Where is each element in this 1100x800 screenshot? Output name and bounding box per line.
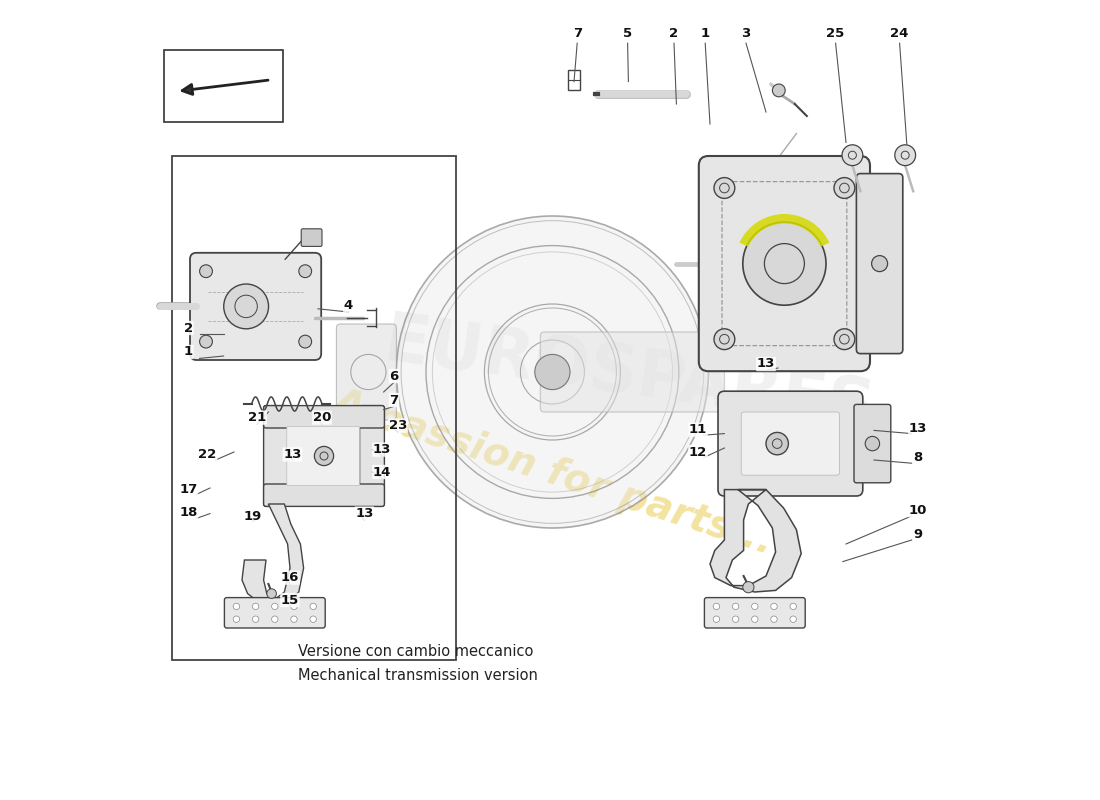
Circle shape xyxy=(790,616,796,622)
Text: 1: 1 xyxy=(701,27,710,40)
Circle shape xyxy=(252,603,258,610)
Text: 13: 13 xyxy=(909,422,927,434)
Text: 6: 6 xyxy=(389,370,398,382)
FancyBboxPatch shape xyxy=(190,253,321,360)
Circle shape xyxy=(733,616,739,622)
Polygon shape xyxy=(242,504,304,602)
Circle shape xyxy=(396,216,708,528)
Text: 21: 21 xyxy=(249,411,266,424)
Circle shape xyxy=(310,603,317,610)
Circle shape xyxy=(714,178,735,198)
Circle shape xyxy=(866,437,880,451)
Text: 18: 18 xyxy=(179,506,198,518)
Circle shape xyxy=(714,329,735,350)
Text: 9: 9 xyxy=(913,528,923,541)
Circle shape xyxy=(834,178,855,198)
Circle shape xyxy=(742,222,826,305)
Bar xyxy=(568,70,581,90)
Circle shape xyxy=(790,603,796,610)
Text: 2: 2 xyxy=(670,27,679,40)
FancyBboxPatch shape xyxy=(704,598,805,628)
Text: 17: 17 xyxy=(179,483,198,496)
Text: 14: 14 xyxy=(373,466,392,478)
Circle shape xyxy=(299,265,311,278)
Circle shape xyxy=(290,616,297,622)
FancyBboxPatch shape xyxy=(301,229,322,246)
Circle shape xyxy=(834,329,855,350)
Bar xyxy=(173,156,456,660)
Circle shape xyxy=(766,432,789,454)
FancyBboxPatch shape xyxy=(857,174,903,354)
Text: 24: 24 xyxy=(890,27,909,40)
FancyBboxPatch shape xyxy=(287,426,360,486)
Circle shape xyxy=(742,582,754,593)
Circle shape xyxy=(733,603,739,610)
FancyBboxPatch shape xyxy=(718,391,862,496)
FancyBboxPatch shape xyxy=(264,484,384,506)
Circle shape xyxy=(223,284,268,329)
Circle shape xyxy=(771,603,778,610)
FancyBboxPatch shape xyxy=(264,406,288,506)
Circle shape xyxy=(751,603,758,610)
Text: 13: 13 xyxy=(355,507,374,520)
Circle shape xyxy=(233,603,240,610)
Polygon shape xyxy=(710,490,801,592)
Circle shape xyxy=(267,589,276,598)
Text: 13: 13 xyxy=(283,448,301,461)
FancyBboxPatch shape xyxy=(854,404,891,482)
Circle shape xyxy=(290,603,297,610)
Text: 4: 4 xyxy=(344,299,353,312)
Text: 22: 22 xyxy=(198,448,217,461)
Circle shape xyxy=(535,354,570,390)
Text: 7: 7 xyxy=(389,394,398,406)
Text: 19: 19 xyxy=(243,510,262,522)
Text: 1: 1 xyxy=(184,346,192,358)
Circle shape xyxy=(871,255,888,271)
Text: 8: 8 xyxy=(913,451,923,464)
Text: 2: 2 xyxy=(184,322,192,334)
Text: EUROSPARES: EUROSPARES xyxy=(381,309,880,443)
FancyBboxPatch shape xyxy=(264,406,384,428)
FancyBboxPatch shape xyxy=(224,598,326,628)
Circle shape xyxy=(842,145,862,166)
Circle shape xyxy=(252,616,258,622)
Circle shape xyxy=(199,265,212,278)
Circle shape xyxy=(272,603,278,610)
Circle shape xyxy=(272,616,278,622)
Text: 20: 20 xyxy=(312,411,331,424)
Circle shape xyxy=(771,616,778,622)
Wedge shape xyxy=(739,214,829,246)
FancyBboxPatch shape xyxy=(698,156,870,371)
Text: 23: 23 xyxy=(388,419,407,432)
Circle shape xyxy=(233,616,240,622)
Text: 13: 13 xyxy=(757,358,776,370)
Bar xyxy=(164,50,283,122)
Text: 3: 3 xyxy=(741,27,750,40)
Text: Mechanical transmission version: Mechanical transmission version xyxy=(298,668,538,683)
Circle shape xyxy=(772,84,785,97)
FancyBboxPatch shape xyxy=(360,406,384,506)
Circle shape xyxy=(894,145,915,166)
Circle shape xyxy=(310,616,317,622)
Text: Versione con cambio meccanico: Versione con cambio meccanico xyxy=(298,644,534,659)
FancyBboxPatch shape xyxy=(337,324,396,420)
Circle shape xyxy=(315,446,333,466)
Circle shape xyxy=(751,616,758,622)
Circle shape xyxy=(713,603,719,610)
Circle shape xyxy=(299,335,311,348)
Text: A passion for parts...: A passion for parts... xyxy=(329,382,779,562)
Text: 11: 11 xyxy=(689,423,707,436)
Text: 5: 5 xyxy=(623,27,632,40)
Circle shape xyxy=(199,335,212,348)
FancyBboxPatch shape xyxy=(540,332,725,412)
Text: 13: 13 xyxy=(373,443,392,456)
Text: 10: 10 xyxy=(909,504,927,517)
Text: 25: 25 xyxy=(826,27,845,40)
Text: 16: 16 xyxy=(280,571,299,584)
Text: 12: 12 xyxy=(689,446,707,458)
Text: 15: 15 xyxy=(280,594,299,606)
Circle shape xyxy=(713,616,719,622)
FancyBboxPatch shape xyxy=(741,412,839,475)
Text: 7: 7 xyxy=(573,27,582,40)
